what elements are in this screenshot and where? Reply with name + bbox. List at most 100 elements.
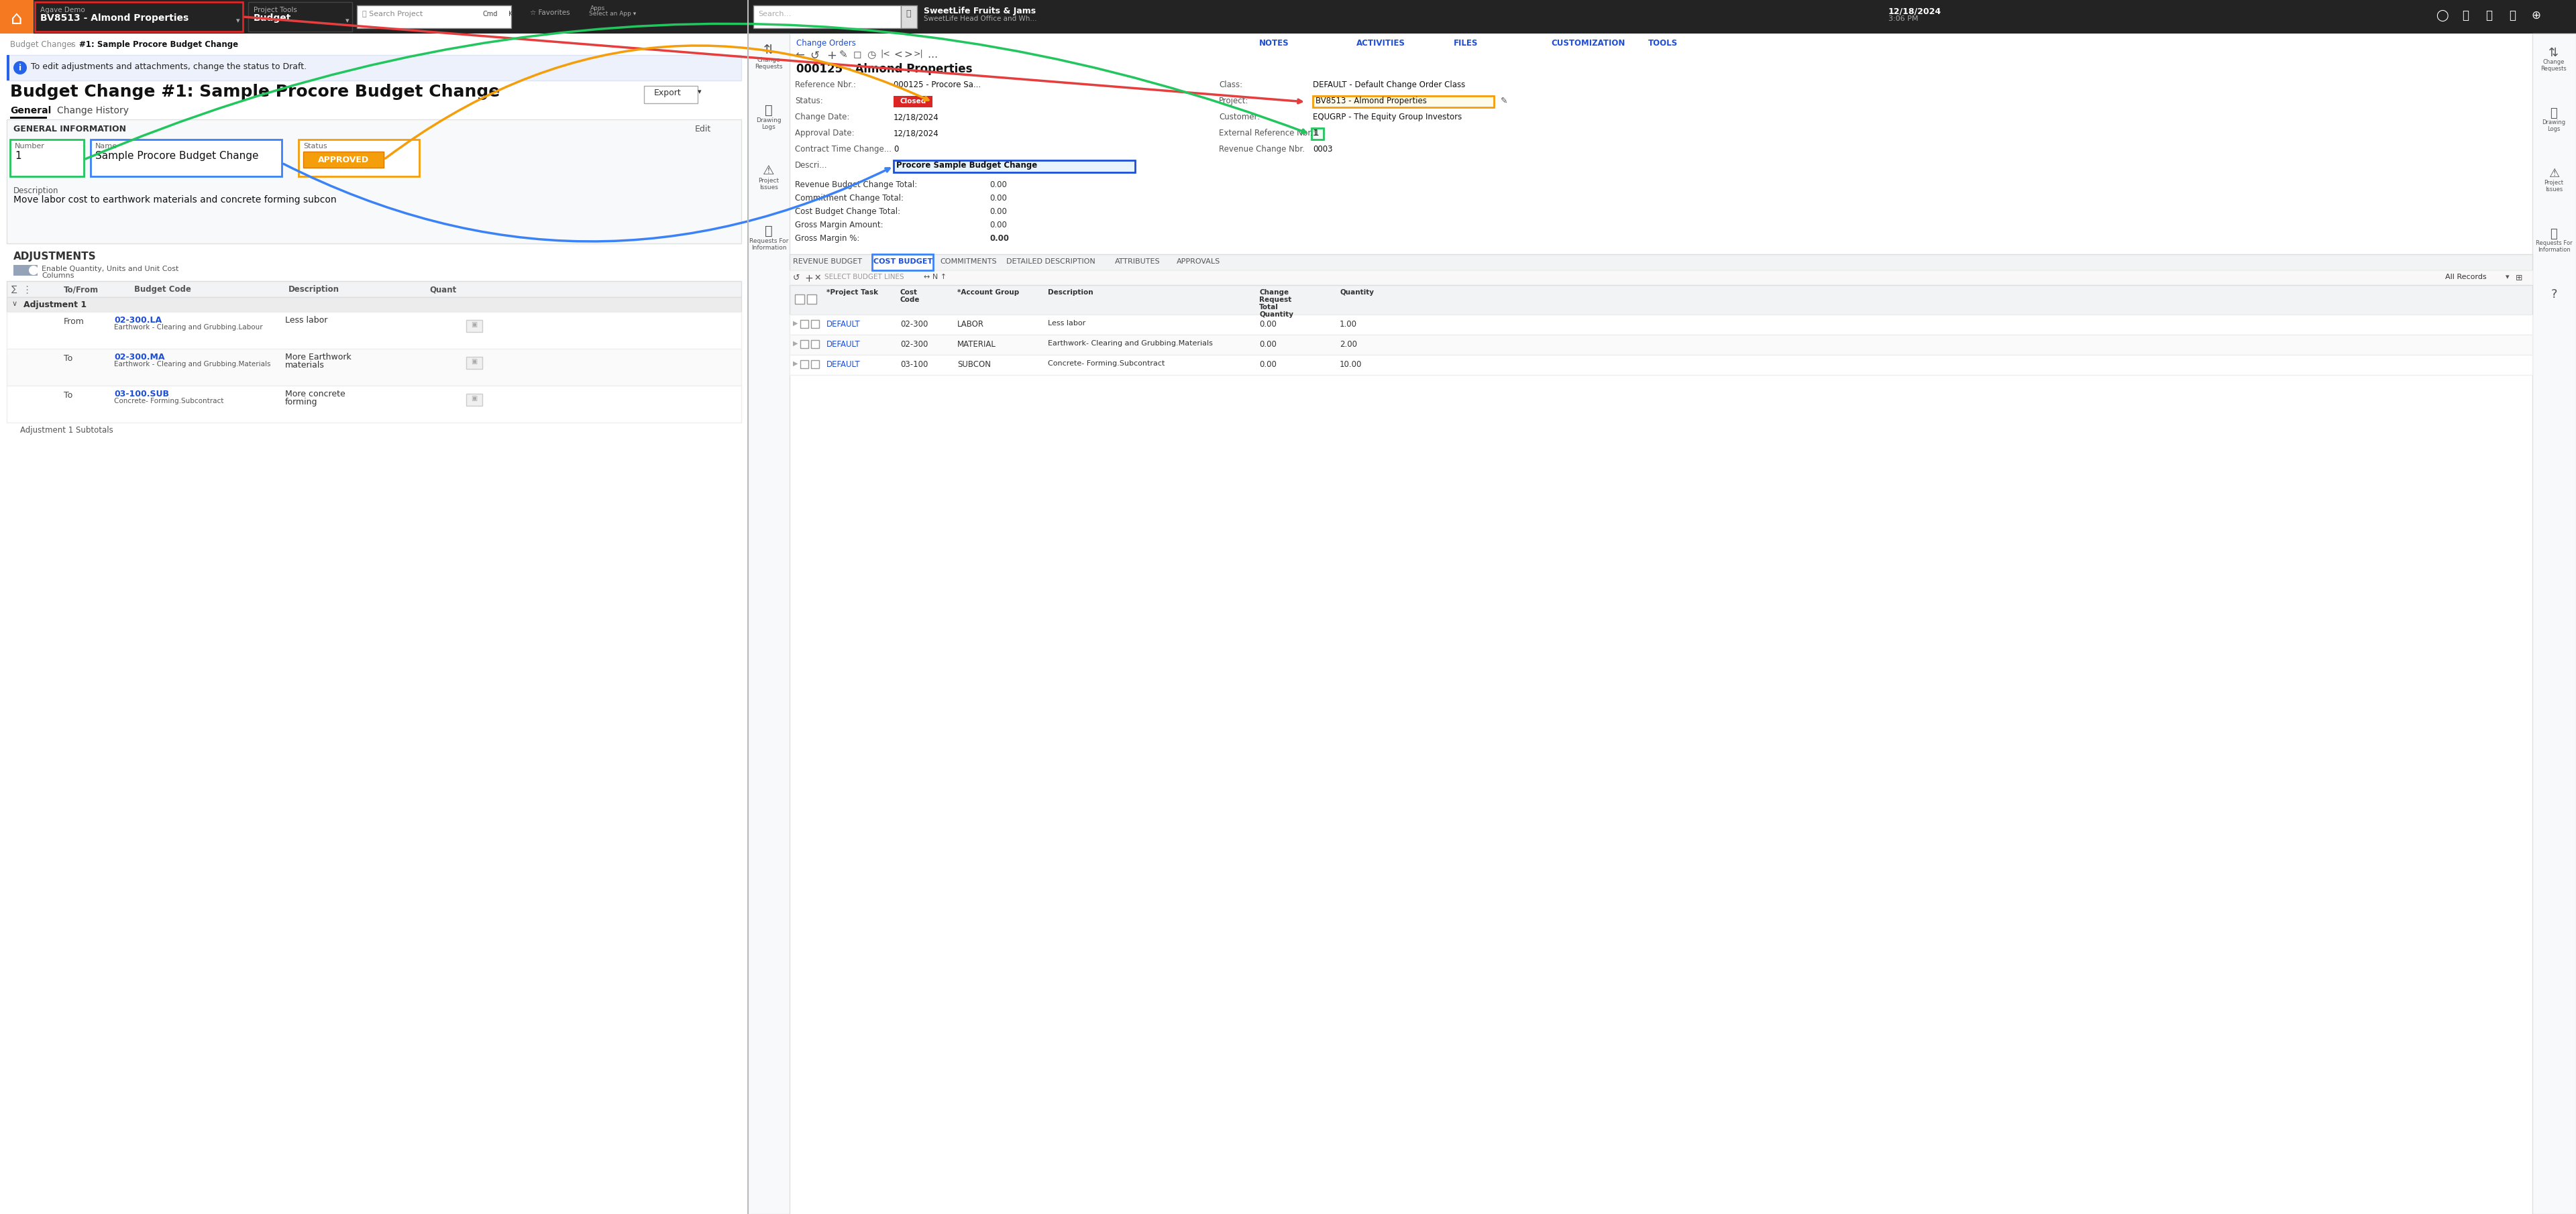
Text: BV8513 - Almond Properties: BV8513 - Almond Properties — [1316, 97, 1427, 106]
Text: materials: materials — [286, 361, 325, 369]
Text: To: To — [64, 354, 72, 363]
Text: Descri...: Descri... — [796, 161, 827, 170]
Text: ◯: ◯ — [2434, 10, 2447, 22]
Bar — [13, 265, 39, 276]
Text: Information: Information — [752, 245, 786, 251]
Text: ↔ N ↑: ↔ N ↑ — [925, 273, 945, 280]
Text: ▾: ▾ — [698, 89, 701, 95]
Text: Project:: Project: — [1218, 97, 1249, 106]
Text: ✕: ✕ — [814, 273, 822, 283]
Text: ✎: ✎ — [1502, 97, 1507, 106]
Text: 03-100: 03-100 — [899, 361, 927, 369]
Text: ▶: ▶ — [793, 361, 799, 367]
Text: NOTES: NOTES — [1260, 39, 1288, 47]
Text: LABOR: LABOR — [958, 320, 984, 329]
Text: Budget Change #1: Sample Procore Budget Change: Budget Change #1: Sample Procore Budget … — [10, 84, 500, 100]
Text: K: K — [507, 11, 513, 17]
Text: |<: |< — [881, 50, 891, 58]
Text: Requests: Requests — [755, 63, 783, 69]
Text: Drawing: Drawing — [757, 118, 781, 124]
Bar — [894, 160, 1136, 172]
Bar — [466, 320, 482, 331]
Text: Change: Change — [757, 57, 781, 63]
Text: Export: Export — [654, 89, 683, 97]
Text: APPROVED: APPROVED — [317, 155, 368, 164]
Text: Budget Code: Budget Code — [134, 285, 191, 294]
Bar — [358, 5, 510, 28]
Text: 1: 1 — [1314, 129, 1319, 137]
Text: Contract Time Change...: Contract Time Change... — [796, 144, 891, 154]
Bar — [8, 119, 742, 244]
Bar — [1311, 129, 1324, 140]
Text: 🖼: 🖼 — [765, 104, 773, 117]
Circle shape — [28, 266, 39, 276]
Text: Cmd: Cmd — [484, 11, 497, 17]
Text: DEFAULT: DEFAULT — [827, 340, 860, 348]
Text: ←: ← — [796, 50, 804, 62]
Text: ▶: ▶ — [793, 320, 799, 327]
Text: APPROVALS: APPROVALS — [1177, 259, 1221, 265]
Text: Requests: Requests — [2540, 66, 2566, 72]
Bar — [90, 140, 281, 176]
Text: Issues: Issues — [2545, 187, 2563, 193]
Text: ⚠: ⚠ — [762, 164, 775, 177]
Text: Earthwork - Clearing and Grubbing.Labour: Earthwork - Clearing and Grubbing.Labour — [113, 324, 263, 330]
Text: Budget Changes: Budget Changes — [10, 40, 75, 49]
Text: Apps: Apps — [590, 5, 605, 11]
Text: Drawing: Drawing — [2543, 119, 2566, 125]
Text: 0.00: 0.00 — [989, 221, 1007, 229]
Text: CUSTOMIZATION: CUSTOMIZATION — [1551, 39, 1625, 47]
Text: Number: Number — [15, 143, 44, 149]
Text: 1: 1 — [1314, 129, 1319, 137]
Text: Search...: Search... — [757, 11, 791, 17]
Text: External Reference Nbr.:: External Reference Nbr.: — [1218, 129, 1316, 137]
Text: 12/18/2024: 12/18/2024 — [1888, 7, 1942, 16]
Text: Reference Nbr.:: Reference Nbr.: — [796, 80, 855, 89]
Text: Closed: Closed — [899, 98, 927, 104]
Text: ⚠: ⚠ — [2548, 168, 2561, 180]
Bar — [10, 117, 46, 119]
Bar — [8, 55, 10, 80]
Bar — [873, 254, 933, 271]
Text: 2.00: 2.00 — [1340, 340, 1358, 348]
Text: ▶: ▶ — [793, 340, 799, 347]
Bar — [247, 2, 353, 32]
Bar — [791, 354, 2532, 375]
Bar — [0, 0, 747, 34]
Bar — [894, 96, 933, 107]
Bar — [801, 320, 809, 328]
Bar — [801, 340, 809, 348]
Text: 000125 - Almond Properties: 000125 - Almond Properties — [796, 63, 971, 75]
Bar — [752, 5, 902, 28]
Text: Columns: Columns — [41, 272, 75, 279]
Text: 0.00: 0.00 — [989, 194, 1007, 203]
Text: ▣: ▣ — [471, 322, 477, 328]
Text: ⇅: ⇅ — [762, 44, 775, 56]
Text: ◻: ◻ — [853, 50, 863, 59]
Text: ?: ? — [2550, 289, 2558, 301]
Text: 🔍 Search Project: 🔍 Search Project — [363, 11, 422, 17]
Text: ⇅: ⇅ — [2548, 47, 2558, 59]
Bar — [304, 152, 384, 168]
Text: 📋: 📋 — [2550, 228, 2558, 240]
Text: Sample Procore Budget Change: Sample Procore Budget Change — [95, 151, 258, 161]
Text: Approval Date:: Approval Date: — [796, 129, 855, 137]
Bar — [8, 280, 742, 297]
Text: Total: Total — [1260, 304, 1278, 311]
Text: SweetLife Head Office and Wh...: SweetLife Head Office and Wh... — [925, 16, 1036, 22]
Bar — [747, 0, 2576, 1214]
Text: FILES: FILES — [1453, 39, 1479, 47]
Text: ▾: ▾ — [2506, 273, 2509, 280]
Text: Project: Project — [2545, 180, 2563, 186]
Text: More concrete: More concrete — [286, 390, 345, 398]
Text: ⋮: ⋮ — [21, 285, 31, 295]
Text: 02-300.LA: 02-300.LA — [113, 316, 162, 324]
Text: Earthwork- Clearing and Grubbing.Materials: Earthwork- Clearing and Grubbing.Materia… — [1048, 340, 1213, 347]
Bar — [791, 271, 2532, 285]
Bar — [791, 335, 2532, 354]
Text: COST BUDGET: COST BUDGET — [873, 259, 933, 265]
Text: ▾: ▾ — [237, 17, 240, 24]
Text: ✎: ✎ — [840, 50, 848, 59]
Text: 0.00: 0.00 — [1260, 320, 1278, 329]
Text: ☆ Favorites: ☆ Favorites — [531, 10, 569, 16]
